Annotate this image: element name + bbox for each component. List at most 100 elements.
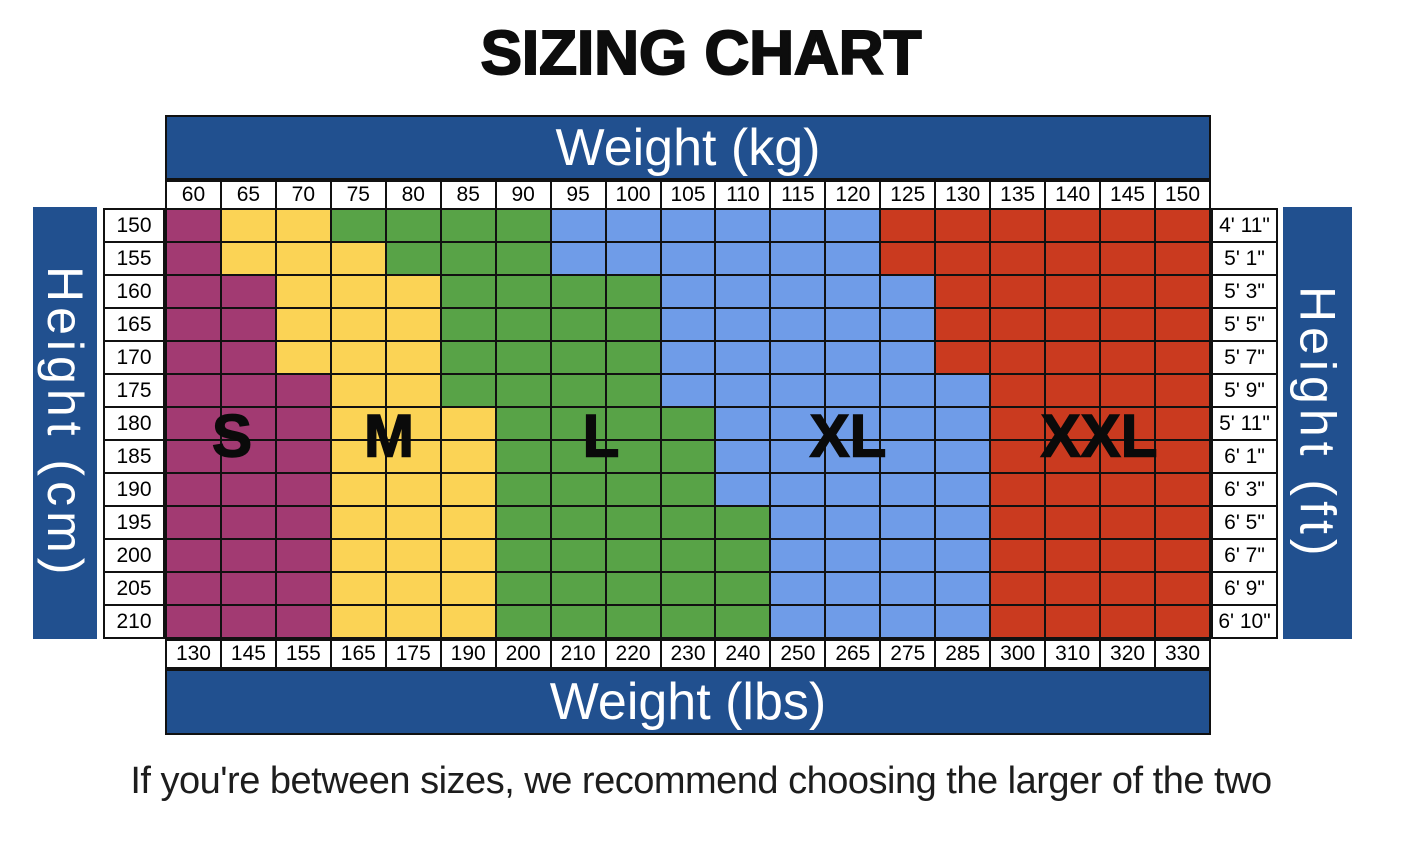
size-cell-l: [496, 540, 550, 571]
size-cell-xl: [826, 243, 880, 274]
size-cell-xl: [771, 309, 825, 340]
size-cell-m: [441, 408, 495, 439]
size-cell-xl: [936, 540, 990, 571]
height-cm-tick: 160: [105, 276, 163, 307]
size-cell-xl: [936, 474, 990, 505]
size-cell-xxl: [1101, 441, 1155, 472]
size-cell-s: [167, 474, 220, 505]
size-cell-s: [167, 309, 220, 340]
size-cell-xl: [826, 309, 880, 340]
size-cell-m: [386, 606, 440, 637]
size-cell-s: [221, 474, 275, 505]
size-cell-l: [441, 276, 495, 307]
weight-kg-tick: 90: [496, 182, 550, 208]
size-cell-xl: [881, 507, 935, 538]
size-cell-xxl: [1156, 474, 1209, 505]
size-cell-xxl: [991, 573, 1045, 604]
size-cell-xxl: [1101, 210, 1155, 241]
height-cm-tick: 190: [105, 474, 163, 505]
size-cell-xl: [771, 375, 825, 406]
size-cell-xxl: [1101, 276, 1155, 307]
weight-lbs-tick: 210: [551, 641, 605, 667]
weight-lbs-scale: 130 145 155 165 175 190 200 210 220 230 240 250 265 2…: [165, 639, 1211, 669]
size-cell-l: [496, 408, 550, 439]
weight-lbs-tick: 190: [441, 641, 495, 667]
size-cell-l: [606, 474, 660, 505]
size-cell-xl: [771, 474, 825, 505]
size-cell-xl: [661, 342, 715, 373]
size-cell-xl: [881, 441, 935, 472]
size-cell-xl: [716, 342, 770, 373]
size-cell-xxl: [1046, 474, 1100, 505]
size-cell-xl: [716, 210, 770, 241]
weight-kg-tick: 80: [386, 182, 440, 208]
size-cell-s: [167, 573, 220, 604]
size-cell-xl: [881, 342, 935, 373]
size-cell-l: [551, 375, 605, 406]
weight-kg-tick: 120: [826, 182, 880, 208]
height-ft-tick: 6' 10": [1213, 606, 1276, 637]
size-cell-xxl: [991, 210, 1045, 241]
size-cell-s: [167, 441, 220, 472]
size-cell-l: [661, 573, 715, 604]
weight-kg-tick: 135: [991, 182, 1045, 208]
size-cell-m: [386, 309, 440, 340]
size-cell-m: [331, 474, 385, 505]
size-cell-s: [167, 507, 220, 538]
size-cell-xxl: [1046, 540, 1100, 571]
size-cell-xl: [936, 441, 990, 472]
size-cell-xl: [551, 243, 605, 274]
size-cell-xxl: [1156, 573, 1209, 604]
size-cell-l: [386, 243, 440, 274]
size-cell-xxl: [1156, 606, 1209, 637]
size-cell-xxl: [1156, 540, 1209, 571]
size-cell-s: [221, 540, 275, 571]
size-cell-xl: [771, 342, 825, 373]
size-cell-xxl: [881, 210, 935, 241]
size-cell-m: [331, 309, 385, 340]
size-cell-s: [221, 573, 275, 604]
size-cell-xl: [826, 474, 880, 505]
size-cell-xxl: [1101, 474, 1155, 505]
height-ft-header-label: Height (ft): [1289, 285, 1346, 561]
size-cell-m: [331, 540, 385, 571]
size-cell-xxl: [1101, 573, 1155, 604]
weight-lbs-tick: 250: [771, 641, 825, 667]
size-cell-m: [331, 507, 385, 538]
height-cm-tick: 175: [105, 375, 163, 406]
size-cell-l: [386, 210, 440, 241]
size-cell-s: [276, 573, 330, 604]
size-cell-xl: [661, 309, 715, 340]
size-cell-xl: [826, 210, 880, 241]
size-cell-l: [606, 606, 660, 637]
size-cell-xl: [771, 243, 825, 274]
weight-kg-tick: 65: [221, 182, 275, 208]
weight-kg-header-label: Weight (kg): [555, 118, 821, 177]
height-ft-scale: 4' 11" 5' 1" 5' 3" 5' 5" 5' 7" 5' 9" 5' 11" 6' …: [1211, 208, 1278, 639]
size-cell-l: [606, 507, 660, 538]
size-cell-xxl: [1156, 309, 1209, 340]
height-ft-header: Height (ft): [1283, 207, 1352, 639]
size-cell-xl: [716, 441, 770, 472]
weight-lbs-tick: 330: [1156, 641, 1209, 667]
size-cell-xl: [881, 408, 935, 439]
size-cell-s: [221, 276, 275, 307]
size-cell-xl: [771, 276, 825, 307]
height-ft-tick: 5' 3": [1213, 276, 1276, 307]
height-cm-tick: 205: [105, 573, 163, 604]
weight-kg-tick: 130: [936, 182, 990, 208]
size-cell-xxl: [1101, 309, 1155, 340]
size-cell-xl: [771, 507, 825, 538]
size-cell-xl: [716, 243, 770, 274]
weight-lbs-tick: 240: [716, 641, 770, 667]
size-cell-xxl: [991, 606, 1045, 637]
size-cell-xl: [606, 210, 660, 241]
size-cell-s: [221, 441, 275, 472]
size-cell-m: [221, 210, 275, 241]
size-cell-xxl: [1156, 408, 1209, 439]
weight-lbs-header-label: Weight (lbs): [549, 673, 827, 731]
size-cell-l: [496, 573, 550, 604]
size-cell-m: [441, 540, 495, 571]
size-cell-xxl: [1156, 243, 1209, 274]
size-cell-s: [167, 408, 220, 439]
